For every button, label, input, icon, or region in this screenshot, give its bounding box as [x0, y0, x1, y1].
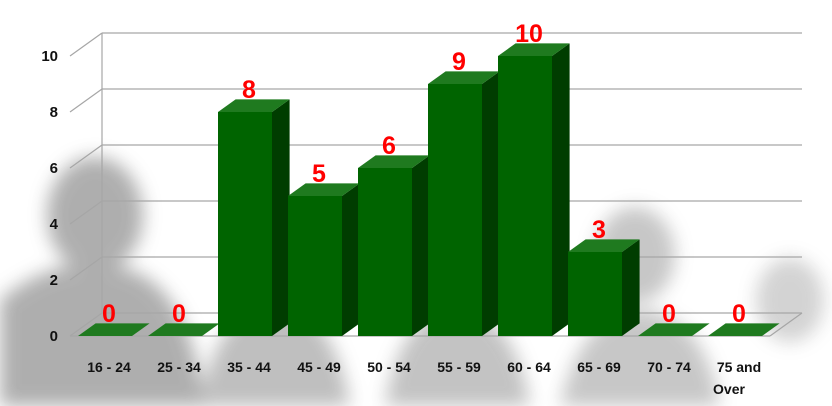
- bar: [708, 323, 780, 336]
- bar-top: [708, 323, 780, 336]
- y-tick-label: 6: [50, 160, 58, 177]
- data-label: 0: [662, 300, 676, 328]
- data-label: 0: [172, 300, 186, 328]
- data-label: 0: [732, 300, 746, 328]
- x-tick-label: 75 and Over: [713, 359, 761, 397]
- x-tick-label: 16 - 24: [87, 359, 131, 375]
- x-tick-label: 25 - 34: [157, 359, 201, 375]
- gridline-side: [69, 200, 103, 225]
- bar-top: [78, 323, 150, 336]
- x-tick-label: 45 - 49: [297, 359, 341, 375]
- x-tick-label: 55 - 59: [437, 359, 481, 375]
- bar: [358, 155, 430, 336]
- bar-top: [568, 239, 640, 252]
- data-label: 10: [515, 20, 543, 48]
- data-label: 6: [382, 132, 396, 160]
- data-label: 0: [102, 300, 116, 328]
- x-tick-label: 70 - 74: [647, 359, 691, 375]
- x-tick-label: 35 - 44: [227, 359, 271, 375]
- bar-front: [358, 168, 412, 336]
- y-tick-label: 2: [50, 272, 58, 289]
- bar: [638, 323, 710, 336]
- y-tick-label: 4: [50, 216, 59, 233]
- y-tick-label: 0: [50, 328, 58, 345]
- x-tick-label: 50 - 54: [367, 359, 411, 375]
- x-axis-ticks: 16 - 24 25 - 34 35 - 44 45 - 49 50 - 54 55 - …: [87, 359, 761, 397]
- data-labels: 0 0 8 5 6 9 10 3 0 0: [102, 20, 746, 328]
- data-label: 5: [312, 160, 326, 188]
- bar: [498, 43, 570, 336]
- bar-front: [288, 196, 342, 336]
- x-tick-label: 65 - 69: [577, 359, 621, 375]
- y-tick-label: 10: [41, 48, 58, 65]
- gridline-side: [69, 32, 103, 57]
- bar-top: [288, 183, 360, 196]
- bar-side: [482, 71, 500, 336]
- bar: [78, 323, 150, 336]
- bars: [78, 43, 780, 336]
- gridline-side: [69, 312, 103, 337]
- bar-side: [272, 99, 290, 336]
- bar-front: [568, 252, 622, 336]
- data-label: 9: [452, 48, 466, 76]
- data-label: 8: [242, 76, 256, 104]
- bar-front: [498, 56, 552, 336]
- data-label: 3: [592, 216, 606, 244]
- gridline-side: [69, 144, 103, 169]
- y-axis-ticks: 0 2 4 6 8 10: [41, 48, 58, 345]
- bar: [218, 99, 290, 336]
- y-tick-label: 8: [50, 104, 58, 121]
- bar: [428, 71, 500, 336]
- bar-top: [218, 99, 290, 112]
- x-tick-label: 60 - 64: [507, 359, 551, 375]
- bar: [288, 183, 360, 336]
- bar-side: [552, 43, 570, 336]
- bar-top: [638, 323, 710, 336]
- gridline-side: [69, 256, 103, 281]
- bar-front: [428, 84, 482, 336]
- bar-side: [412, 155, 430, 336]
- bar-front: [218, 112, 272, 336]
- bar: [568, 239, 640, 336]
- bar-side: [342, 183, 360, 336]
- gridline-side: [69, 88, 103, 113]
- floor-right-edge: [769, 312, 803, 337]
- bar: [148, 323, 220, 336]
- bar-side: [622, 239, 640, 336]
- bar-top: [358, 155, 430, 168]
- bar-top: [428, 71, 500, 84]
- bar-top: [148, 323, 220, 336]
- bar-top: [498, 43, 570, 56]
